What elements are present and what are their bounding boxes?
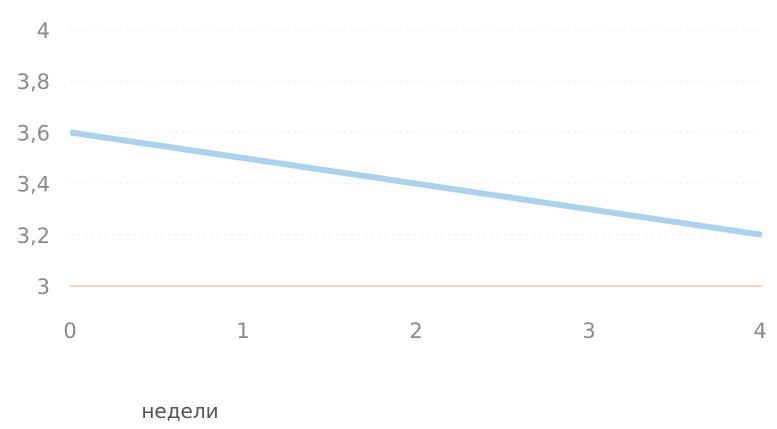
x-tick-label-1: 1	[236, 319, 249, 343]
y-tick-label-1: 3,2	[17, 224, 50, 248]
data-point-0-3	[589, 209, 590, 210]
x-tick-label-2: 2	[409, 319, 422, 343]
x-axis-title: недели	[141, 399, 218, 423]
data-point-0-4	[762, 234, 763, 235]
x-tick-label-0: 0	[63, 319, 76, 343]
y-tick-label-4: 3,8	[17, 70, 50, 94]
series-lines	[69, 129, 763, 238]
series-line-0	[69, 129, 763, 238]
y-tick-label-0: 3	[37, 275, 50, 299]
y-tick-label-2: 3,4	[17, 173, 50, 197]
x-tick-label-3: 3	[582, 319, 595, 343]
x-axis-tick-labels: 0 1 2 3 4	[63, 319, 766, 343]
data-point-0-1	[243, 158, 244, 159]
y-axis-tick-labels: 3 3,2 3,4 3,6 3,8 4	[17, 19, 50, 299]
data-point-0-2	[416, 183, 417, 184]
x-tick-label-4: 4	[753, 319, 766, 343]
y-tick-label-5: 4	[37, 19, 50, 43]
grid-lines	[70, 29, 762, 287]
data-point-0-0	[70, 132, 71, 133]
y-tick-label-3: 3,6	[17, 121, 50, 145]
